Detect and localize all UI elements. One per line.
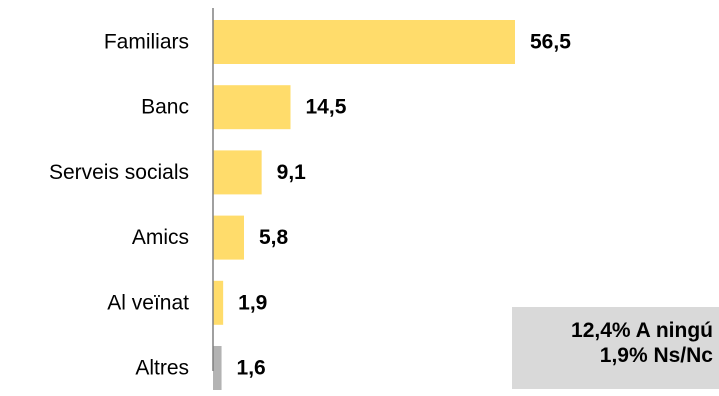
category-label-4: Al veïnat xyxy=(107,291,189,314)
value-label-2: 9,1 xyxy=(277,161,307,184)
value-label-1: 14,5 xyxy=(306,96,347,119)
bars-group xyxy=(213,20,515,390)
note-box: 12,4% A ningú 1,9% Ns/Nc xyxy=(512,307,719,389)
category-label-2: Serveis socials xyxy=(49,161,189,184)
category-label-3: Amics xyxy=(132,226,189,249)
category-label-0: Familiars xyxy=(104,31,189,54)
value-label-5: 1,6 xyxy=(237,357,266,380)
category-label-1: Banc xyxy=(141,96,189,119)
category-label-5: Altres xyxy=(135,357,189,380)
value-labels: 56,5 14,5 9,1 5,8 1,9 1,6 xyxy=(237,31,572,380)
bar-4 xyxy=(213,280,224,325)
bar-2 xyxy=(213,150,262,195)
category-labels: Familiars Banc Serveis socials Amics Al veïn… xyxy=(49,31,189,380)
value-label-4: 1,9 xyxy=(238,291,267,314)
bar-1 xyxy=(213,85,291,130)
bar-0 xyxy=(213,20,515,64)
note-ns-nc: 1,9% Ns/Nc xyxy=(599,344,713,367)
value-label-3: 5,8 xyxy=(259,226,289,249)
bar-3 xyxy=(213,215,245,260)
note-nobody: 12,4% A ningú xyxy=(571,319,713,342)
bar-5 xyxy=(213,346,222,390)
value-label-0: 56,5 xyxy=(530,31,571,54)
